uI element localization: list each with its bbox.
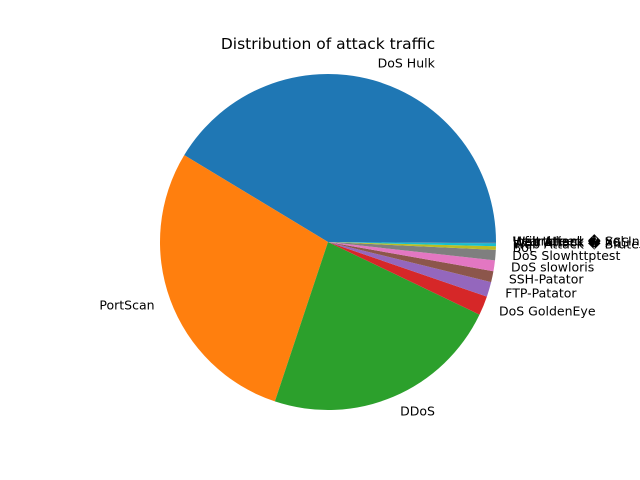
pie-slice-3 [328, 242, 487, 315]
pie-slice-2 [274, 242, 480, 411]
pie-labels: DoS Hulk PortScan DDoS DoS GoldenEye FTP-Pat… [99, 55, 640, 418]
pie-slice-label-3: DoS GoldenEye [499, 304, 596, 319]
pie-slice-10 [328, 242, 496, 244]
pie-slice-label-6: DoS slowloris [511, 260, 594, 275]
pie-slice-7 [328, 242, 496, 261]
pie-slice-6 [328, 242, 495, 272]
pie-slice-label-10: Web Attack � XSS [513, 234, 629, 249]
pie-slice-label-13: Heartbleed [513, 234, 583, 249]
pie-slice-0 [184, 73, 496, 243]
chart-title: Distribution of attack traffic [221, 35, 435, 53]
pie-slice-label-9: Web Attack � Brute Force [513, 237, 640, 252]
pie-slice-5 [328, 242, 494, 283]
pie-slice-9 [328, 242, 496, 247]
pie-slice-label-12: Web Attack � Sql Injection [513, 234, 640, 249]
pie-slice-1 [159, 155, 328, 402]
pie-slice-label-7: DoS Slowhttptest [512, 248, 620, 263]
pie-slice-label-2: DDoS [400, 404, 435, 419]
pie-slice-4 [328, 242, 492, 297]
pie-slice-label-5: SSH-Patator [509, 272, 585, 287]
pie-slice-label-4: FTP-Patator [505, 286, 577, 301]
pie-slice-label-1: PortScan [99, 297, 154, 312]
pie-slice-8 [328, 242, 496, 250]
pie-slices [159, 73, 496, 411]
pie-slice-label-11: Infiltration [513, 234, 578, 249]
pie-slice-label-8: Bot [513, 240, 534, 255]
pie-slice-label-0: DoS Hulk [378, 55, 436, 70]
